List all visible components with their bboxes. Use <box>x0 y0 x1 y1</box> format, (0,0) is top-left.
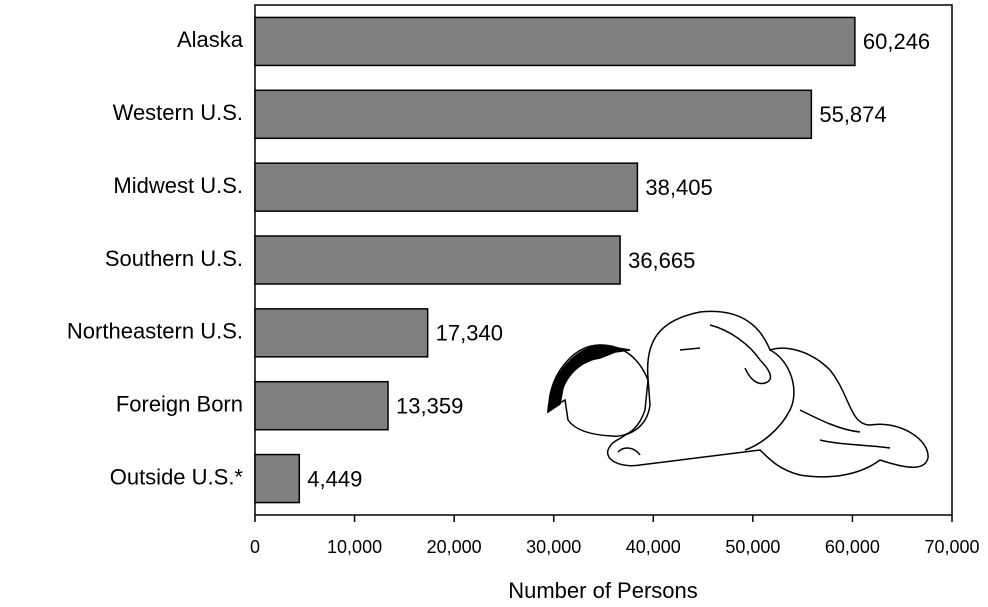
x-axis-title: Number of Persons <box>508 578 698 603</box>
value-label: 38,405 <box>645 175 712 200</box>
value-label: 13,359 <box>396 394 463 419</box>
x-tick-label: 0 <box>250 537 260 557</box>
value-label: 60,246 <box>863 29 930 54</box>
chart: Number of Persons 0 10,000 20,000 30,000 40,… <box>0 0 988 607</box>
page: {"chart_data": {"type": "hbar", "categor… <box>0 0 988 607</box>
category-label: Alaska <box>177 27 244 52</box>
x-tick-label: 10,000 <box>327 537 382 557</box>
bar <box>255 17 855 65</box>
x-tick-label: 70,000 <box>924 537 979 557</box>
category-label: Outside U.S.* <box>110 464 244 489</box>
bar <box>255 236 620 284</box>
bar <box>255 382 388 430</box>
value-label: 4,449 <box>307 466 362 491</box>
category-label: Western U.S. <box>113 100 243 125</box>
bar <box>255 455 299 503</box>
category-label: Northeastern U.S. <box>67 319 243 344</box>
value-label: 55,874 <box>819 102 886 127</box>
baby-illustration <box>548 311 928 476</box>
x-tick-label: 20,000 <box>427 537 482 557</box>
bar <box>255 309 428 357</box>
category-label: Foreign Born <box>116 392 243 417</box>
category-label: Midwest U.S. <box>113 173 243 198</box>
x-tick-label: 60,000 <box>825 537 880 557</box>
x-tick-label: 30,000 <box>526 537 581 557</box>
bar <box>255 163 637 211</box>
value-label: 36,665 <box>628 248 695 273</box>
x-tick-label: 50,000 <box>725 537 780 557</box>
category-label: Southern U.S. <box>105 246 243 271</box>
value-label: 17,340 <box>436 321 503 346</box>
bar <box>255 90 811 138</box>
x-tick-label: 40,000 <box>626 537 681 557</box>
